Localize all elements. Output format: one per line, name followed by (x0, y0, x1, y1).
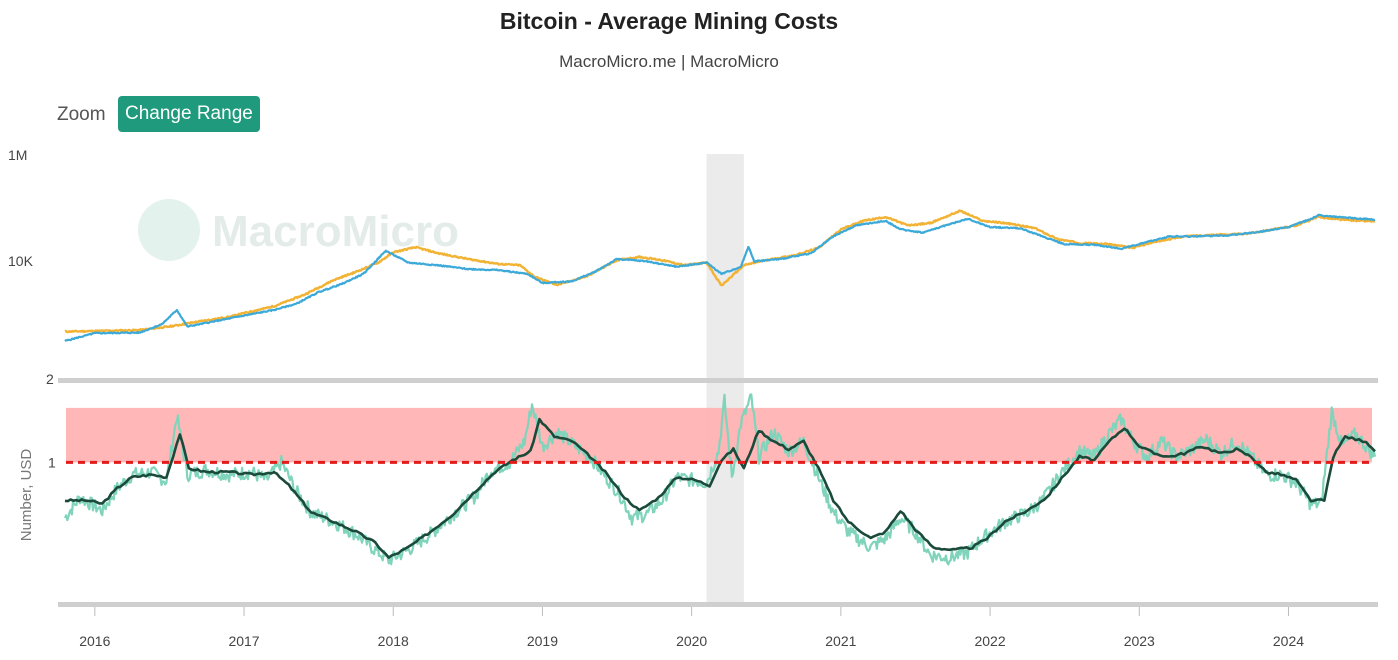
x-tick-label: 2020 (676, 633, 707, 649)
x-tick-label: 2024 (1273, 633, 1304, 649)
lower-panel-axis (58, 602, 1378, 607)
x-tick-label: 2022 (974, 633, 1005, 649)
zoom-label: Zoom (57, 104, 106, 125)
upper-panel-axis (58, 378, 1378, 383)
mining-cost-line (64, 209, 1376, 334)
watermark-logo (138, 199, 200, 261)
bitcoin-price-line (64, 213, 1376, 342)
lower-y-axis-title: Number, USD (18, 449, 35, 542)
upper-y-tick-label: 10K (8, 253, 34, 269)
x-tick-label: 2021 (825, 633, 856, 649)
chart-subtitle: MacroMicro.me | MacroMicro (559, 52, 779, 71)
x-tick-label: 2018 (378, 633, 409, 649)
chart-title: Bitcoin - Average Mining Costs (499, 8, 839, 34)
upper-y-tick-label: 1M (8, 147, 27, 163)
x-tick-label: 2023 (1124, 633, 1155, 649)
change-range-button[interactable]: Change Range (118, 96, 260, 132)
lower-y-tick-label: 2 (46, 371, 54, 387)
x-tick-label: 2016 (79, 633, 110, 649)
x-tick-label: 2017 (228, 633, 259, 649)
ratio-moving-average-line (64, 417, 1376, 559)
x-tick-label: 2019 (527, 633, 558, 649)
lower-y-tick-label: 1 (48, 454, 56, 470)
